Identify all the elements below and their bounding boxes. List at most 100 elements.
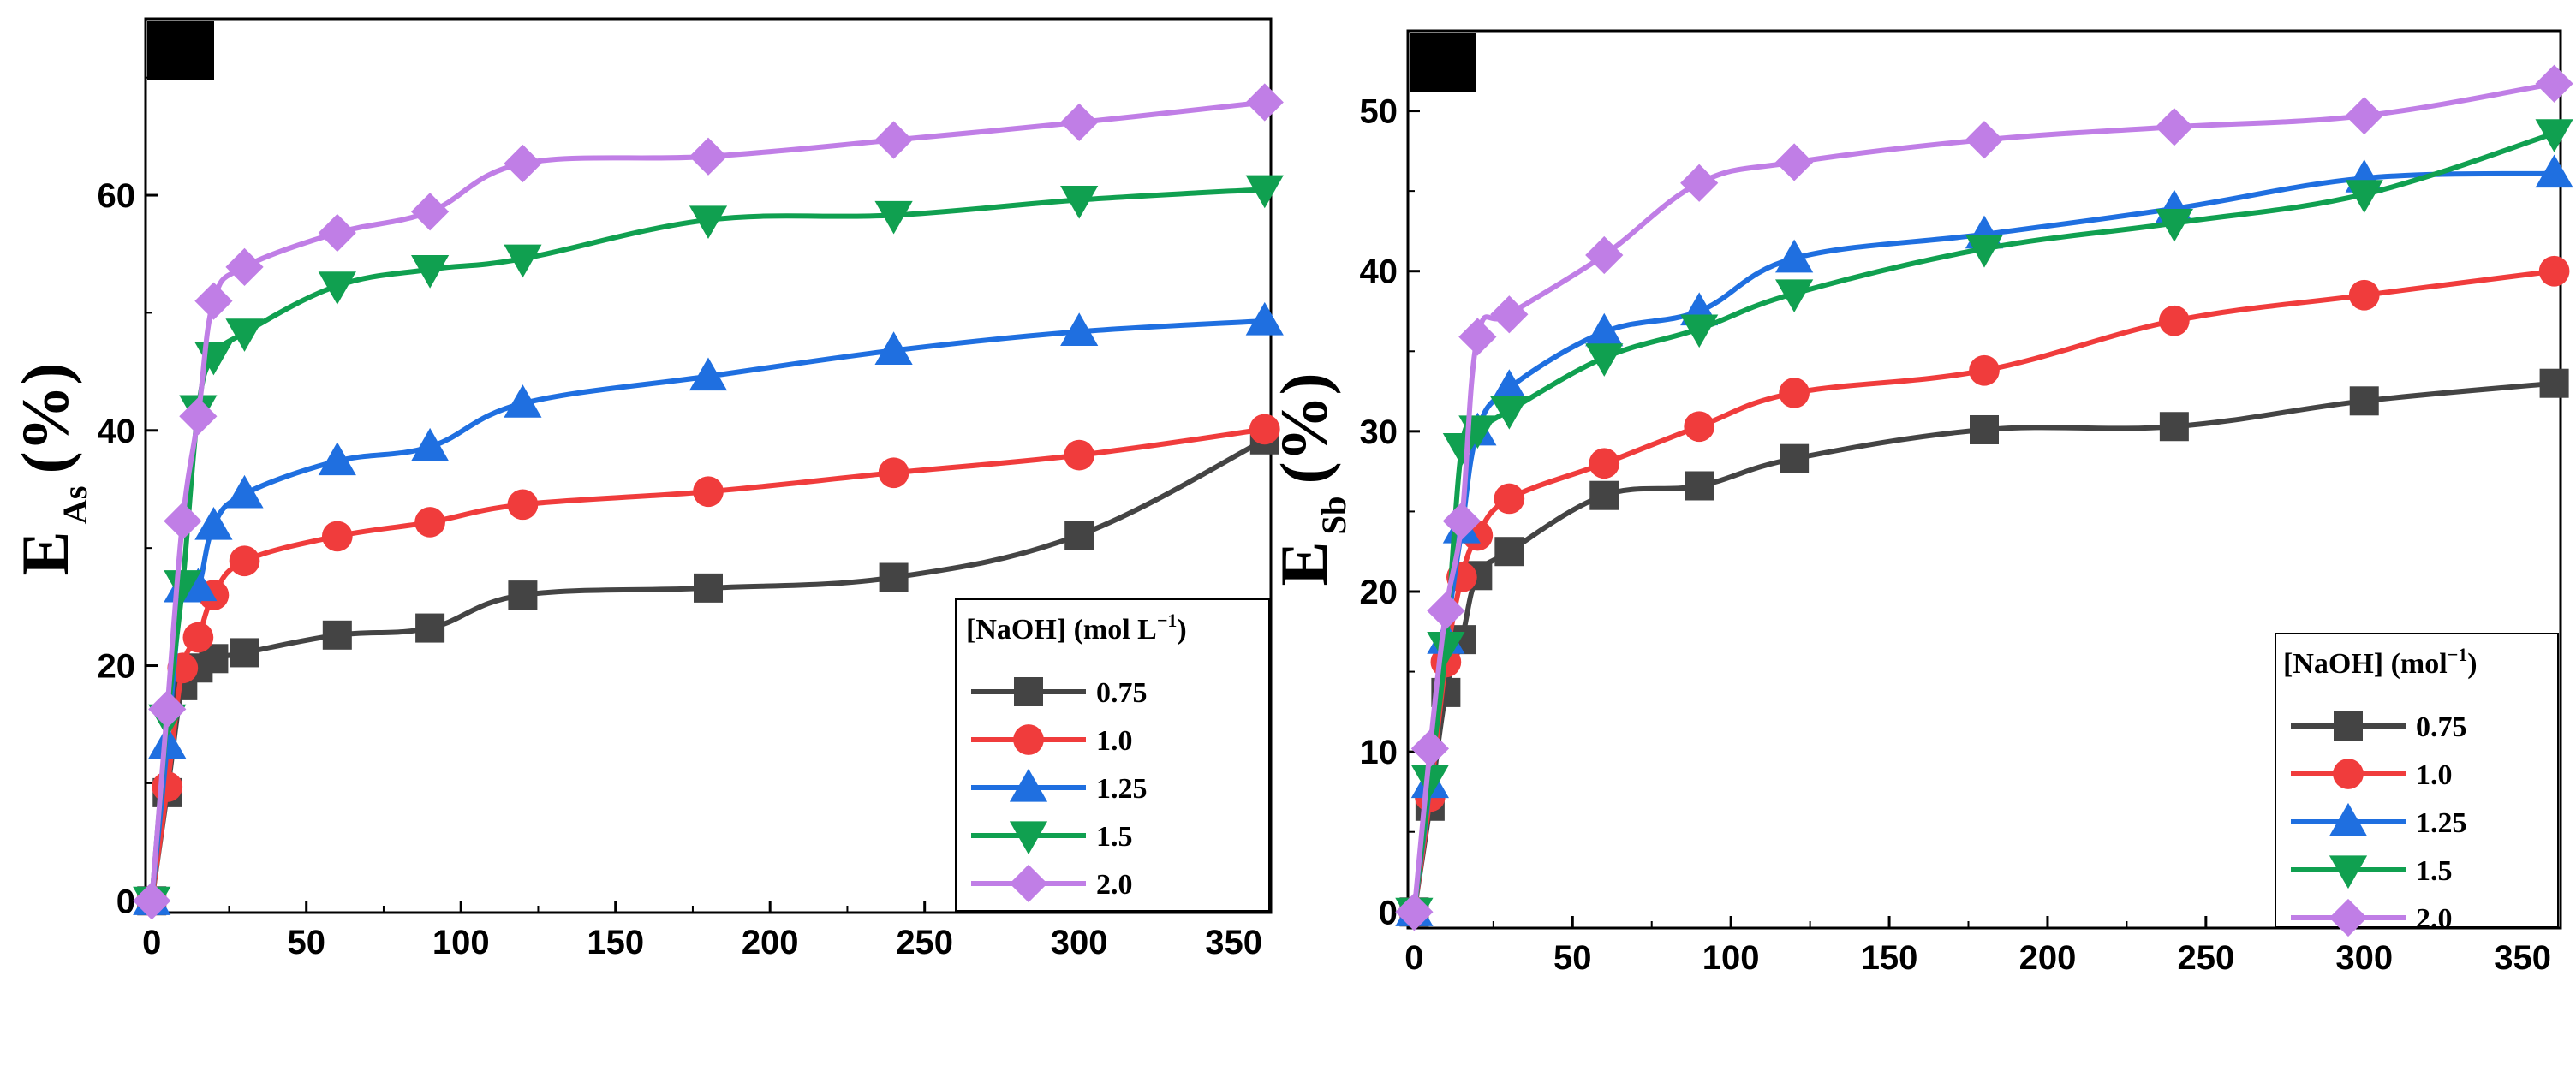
legend-label-2.0: 2.0	[1096, 869, 1133, 901]
data-point-1.0-t180	[1969, 354, 2000, 386]
y-tick-label: 60	[98, 177, 136, 215]
legend-box	[955, 598, 1270, 912]
data-point-2.0-t180	[689, 137, 728, 176]
data-point-1.25-t20	[194, 506, 233, 540]
data-point-2.0-t60	[318, 213, 356, 253]
data-point-1.0-t300	[2348, 279, 2380, 311]
data-point-1.5-t300	[2345, 180, 2383, 213]
data-point-0.75-t60	[322, 620, 352, 650]
legend: [NaOH] (mol L−1) 0.75 1.0 1.25 1.5 2.0	[955, 598, 1270, 912]
x-axis: 0 50 100 150 200 250 300 350	[1404, 916, 2551, 977]
data-point-2.0-t10	[1427, 592, 1465, 630]
data-point-0.75-t30	[230, 638, 259, 668]
data-point-1.5-t180	[689, 205, 728, 239]
y-tick-label: 40	[98, 413, 136, 450]
y-axis: 0 10 20 30 40 50	[1360, 93, 1420, 931]
data-point-0.75-t30	[1494, 537, 1524, 567]
data-point-1.0-t360	[1249, 414, 1280, 445]
data-point-1.25-t30	[225, 474, 264, 509]
data-point-1.5-t120	[504, 244, 542, 278]
legend-title: [NaOH] (mol L−1)	[966, 610, 1187, 646]
panel-label-box	[147, 21, 214, 80]
data-point-2.0-t60	[1585, 235, 1624, 275]
x-tick-label: 100	[432, 924, 490, 961]
y-axis: 0 20 40 60	[98, 76, 158, 920]
legend-label-1.0: 1.0	[2416, 759, 2453, 791]
data-point-2.0-t10	[164, 502, 202, 540]
x-tick-label: 150	[587, 924, 644, 961]
data-point-2.0-t0	[1395, 893, 1434, 931]
data-point-1.5-t360	[2535, 119, 2573, 152]
y-axis-title-main: E	[8, 531, 82, 575]
data-point-1.0-t5	[152, 771, 183, 802]
x-tick-label: 300	[2335, 939, 2393, 977]
data-point-1.0-t60	[321, 521, 353, 552]
data-point-1.5-t60	[1585, 343, 1624, 377]
data-point-1.0-t30	[229, 545, 260, 577]
data-point-2.0-t0	[133, 882, 171, 920]
series-2.0	[133, 83, 1284, 920]
x-tick-label: 250	[2177, 939, 2234, 977]
data-point-1.25-t180	[689, 357, 728, 391]
data-point-1.5-t20	[194, 342, 233, 376]
legend-marker-2.0	[2329, 898, 2368, 937]
legend-label-1.25: 1.25	[2416, 807, 2467, 839]
data-point-2.0-t120	[504, 144, 542, 183]
data-point-2.0-t5	[1410, 729, 1449, 768]
legend-label-0.75: 0.75	[2416, 711, 2467, 743]
data-point-1.0-t30	[1494, 483, 1525, 515]
data-point-1.0-t60	[1589, 448, 1620, 479]
data-point-1.5-t360	[1245, 175, 1284, 209]
data-point-0.75-t120	[1780, 443, 1810, 473]
legend-marker-1.25	[2329, 802, 2368, 836]
legend-label-1.0: 1.0	[1096, 725, 1133, 757]
data-point-1.25-t360	[2535, 154, 2573, 188]
data-point-2.0-t30	[1490, 295, 1529, 334]
legend-title-main: [NaOH] (mol	[2283, 648, 2448, 680]
data-point-1.0-t120	[507, 489, 539, 521]
legend-marker-1.25	[1009, 768, 1048, 802]
data-point-1.0-t90	[1684, 411, 1715, 443]
legend-label-2.0: 2.0	[2416, 903, 2453, 935]
y-axis-title-sub: Sb	[1315, 496, 1353, 534]
legend-marker-0.75	[1014, 677, 1043, 706]
y-tick-label: 20	[98, 648, 136, 686]
data-point-2.0-t20	[194, 282, 233, 320]
data-point-2.0-t90	[1680, 164, 1719, 202]
panel-b: 0 50 100 150 200 250 300 350 0 10 20 30 40 50 E Sb (%) [N…	[1267, 29, 2573, 977]
data-point-1.5-t10	[164, 570, 202, 604]
data-point-2.0-t180	[1965, 121, 2004, 159]
data-point-1.25-t300	[1060, 312, 1099, 346]
x-tick-label: 150	[1861, 939, 1918, 977]
data-point-1.25-t60	[1585, 312, 1624, 347]
data-point-2.0-t240	[874, 121, 913, 159]
legend-title-end: )	[2467, 648, 2477, 680]
legend-marker-0.75	[2334, 711, 2363, 741]
legend: [NaOH] (mol−1)0.751.01.251.52.0	[2275, 633, 2559, 937]
plot-frame	[1406, 29, 2562, 930]
data-point-2.0-t90	[411, 193, 450, 231]
data-point-0.75-t360	[2539, 368, 2569, 398]
data-point-1.5-t90	[411, 255, 450, 289]
y-axis-title-sub: As	[56, 485, 94, 524]
data-point-0.75-t240	[879, 562, 909, 592]
data-point-1.5-t240	[874, 200, 913, 235]
y-tick-label: 10	[1360, 734, 1398, 771]
y-axis-title-unit: (%)	[8, 362, 82, 473]
series-line-1.5	[149, 187, 1265, 901]
data-point-1.5-t5	[1410, 765, 1449, 799]
data-point-0.75-t180	[694, 573, 723, 603]
plot-area	[133, 83, 1284, 920]
data-point-1.5-t300	[1060, 185, 1099, 219]
x-tick-label: 50	[287, 924, 325, 961]
data-point-1.0-t300	[1064, 439, 1095, 471]
x-tick-label: 350	[1205, 924, 1262, 961]
legend-label-1.25: 1.25	[1096, 773, 1148, 805]
y-axis-title: E Sb (%)	[1267, 372, 1353, 586]
data-point-1.5-t240	[2155, 208, 2193, 242]
data-point-2.0-t300	[1060, 103, 1099, 141]
data-point-2.0-t300	[2345, 97, 2383, 135]
data-point-0.75-t300	[1064, 521, 1094, 550]
y-tick-label: 0	[116, 883, 135, 920]
legend-title-end: )	[1177, 614, 1186, 646]
